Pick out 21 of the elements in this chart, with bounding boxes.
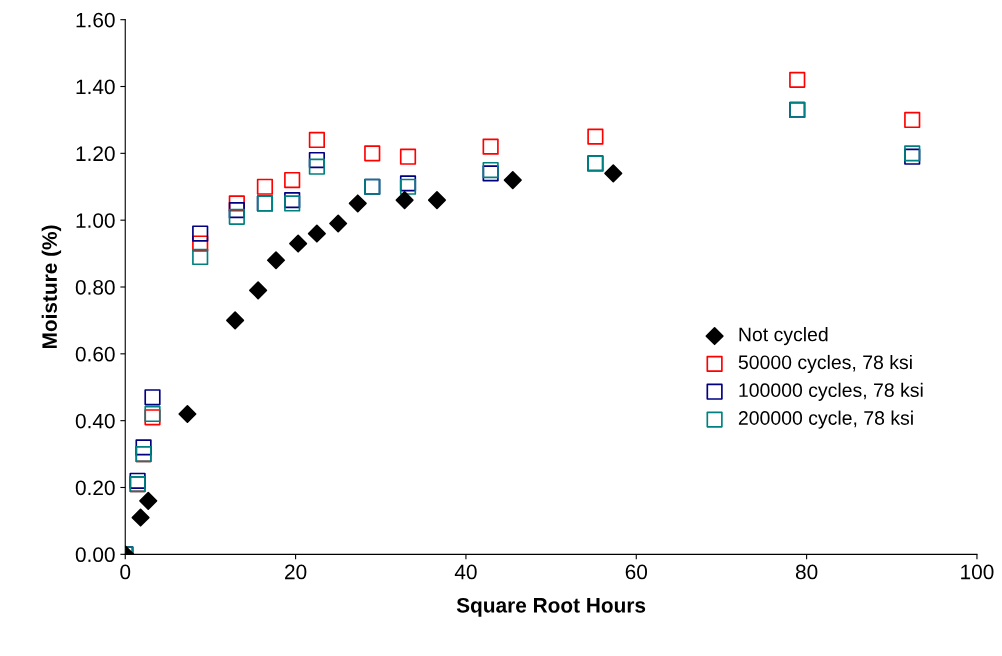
legend-label: 50000 cycles, 78 ksi bbox=[738, 354, 912, 374]
y-tick-label: 0.60 bbox=[75, 346, 115, 362]
y-tick-label: 0.80 bbox=[75, 280, 115, 295]
x-tick-label: 80 bbox=[795, 564, 818, 580]
y-tick-label: 1.60 bbox=[76, 12, 115, 28]
y-tick-label: 0.40 bbox=[75, 413, 115, 429]
x-tick-label: 100 bbox=[961, 564, 994, 580]
x-tick-label: 0 bbox=[120, 564, 131, 580]
legend-label: 100000 cycles, 78 ksi bbox=[739, 382, 923, 401]
x-tick-label: 20 bbox=[285, 564, 307, 580]
y-tick-label: 0.00 bbox=[75, 547, 115, 563]
x-tick-label: 60 bbox=[625, 564, 648, 580]
x-tick-label: 40 bbox=[454, 564, 477, 580]
y-axis-title: Moisture (%) bbox=[41, 225, 62, 349]
y-tick-label: 1.20 bbox=[76, 146, 115, 162]
legend-label: 200000 cycle, 78 ksi bbox=[738, 410, 913, 429]
x-axis-title: Square Root Hours bbox=[456, 597, 646, 617]
legend-label: Not cycled bbox=[739, 327, 828, 346]
y-tick-label: 1.40 bbox=[76, 79, 115, 95]
y-tick-label: 0.20 bbox=[75, 480, 115, 496]
y-tick-label: 1.00 bbox=[76, 213, 115, 228]
